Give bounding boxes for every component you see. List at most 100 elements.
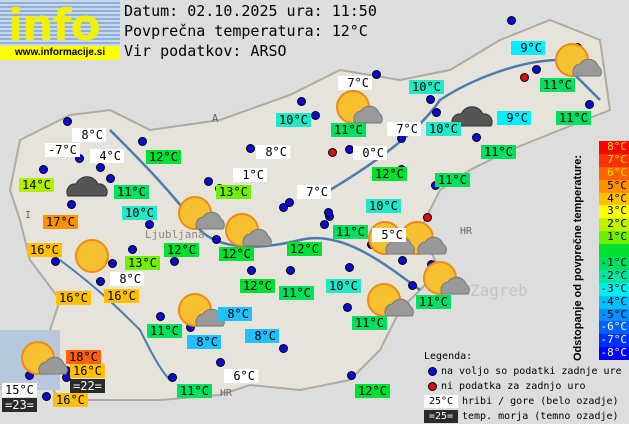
legend-title: Legenda:	[424, 351, 473, 362]
scale-step	[599, 244, 629, 258]
station-temp-label: 0°C	[353, 146, 387, 160]
station-temp-label: 10°C	[409, 80, 444, 94]
station-dot[interactable]	[246, 144, 255, 153]
scale-step: -1°C	[599, 257, 629, 270]
station-dot[interactable]	[247, 266, 256, 275]
station-temp-label: 4°C	[90, 149, 124, 163]
station-temp-label: 17°C	[43, 215, 78, 229]
station-temp-label: 11°C	[416, 295, 451, 309]
station-dot[interactable]	[216, 358, 225, 367]
logo[interactable]: info www.informacije.si	[0, 0, 120, 60]
legend-mountain: hribi / gore (belo ozadje)	[462, 396, 619, 407]
sun-cloud-icon	[21, 341, 68, 375]
scale-step: -2°C	[599, 269, 629, 283]
station-temp-label: 16°C	[27, 243, 62, 257]
red-dot-icon	[428, 382, 437, 391]
station-temp-label: 11°C	[177, 384, 212, 398]
station-dot[interactable]	[204, 177, 213, 186]
station-dot[interactable]	[286, 266, 295, 275]
river-drava	[329, 58, 601, 192]
station-dot[interactable]	[408, 281, 417, 290]
station-dot[interactable]	[96, 277, 105, 286]
station-temp-label: 13°C	[216, 185, 251, 199]
avg-temp-line: Povprečna temperatura: 12°C	[124, 22, 368, 40]
station-dot[interactable]	[372, 70, 381, 79]
sun-icon	[75, 239, 109, 273]
station-temp-label: 7°C	[297, 185, 331, 199]
station-temp-label: 11°C	[481, 145, 516, 159]
station-dot[interactable]	[324, 208, 333, 217]
station-dot[interactable]	[63, 117, 72, 126]
station-temp-label: 11°C	[147, 324, 182, 338]
station-dot[interactable]	[168, 373, 177, 382]
station-missing-dot[interactable]	[520, 73, 529, 82]
station-temp-label: 8°C	[245, 329, 279, 343]
sun-cloud-icon	[423, 261, 470, 295]
dark-cloud-icon	[66, 176, 108, 197]
station-temp-label: 16°C	[53, 393, 88, 407]
station-dot[interactable]	[145, 220, 154, 229]
scale-step: 6°C	[599, 166, 629, 180]
ljubljana-label: Ljubljana	[145, 228, 205, 241]
sun-cloud-icon	[336, 90, 383, 124]
station-temp-label: 16°C	[104, 289, 139, 303]
station-temp-label: 7°C	[338, 76, 372, 90]
station-dot[interactable]	[170, 257, 179, 266]
river-sava-lower	[299, 236, 421, 292]
station-dot[interactable]	[106, 174, 115, 183]
station-temp-label: 18°C	[66, 350, 101, 364]
station-dot[interactable]	[532, 65, 541, 74]
station-temp-label: 7°C	[387, 122, 421, 136]
sun-cloud-icon	[367, 283, 414, 317]
station-dot[interactable]	[320, 220, 329, 229]
mountain-sample: 25°C	[424, 395, 458, 408]
station-dot[interactable]	[96, 163, 105, 172]
station-temp-label: 8°C	[218, 307, 252, 321]
station-temp-label: 12°C	[240, 279, 275, 293]
station-dot[interactable]	[279, 203, 288, 212]
station-dot[interactable]	[347, 371, 356, 380]
station-dot[interactable]	[585, 100, 594, 109]
station-dot[interactable]	[67, 200, 76, 209]
station-dot[interactable]	[507, 16, 516, 25]
scale-step: -3°C	[599, 282, 629, 296]
station-temp-label: 11°C	[114, 185, 149, 199]
station-temp-label: 6°C	[224, 369, 258, 383]
station-dot[interactable]	[285, 198, 294, 207]
station-missing-dot[interactable]	[423, 213, 432, 222]
station-temp-label: 9°C	[497, 111, 531, 125]
station-dot[interactable]	[212, 235, 221, 244]
station-temp-label: 12°C	[355, 384, 390, 398]
station-dot[interactable]	[432, 108, 441, 117]
station-dot[interactable]	[138, 137, 147, 146]
station-temp-label: 11°C	[435, 173, 470, 187]
station-temp-label: 10°C	[122, 206, 157, 220]
station-dot[interactable]	[156, 312, 165, 321]
station-dot[interactable]	[472, 133, 481, 142]
station-temp-label: 8°C	[256, 145, 290, 159]
station-dot[interactable]	[311, 111, 320, 120]
station-dot[interactable]	[297, 97, 306, 106]
station-dot[interactable]	[426, 95, 435, 104]
station-dot[interactable]	[51, 257, 60, 266]
legend-available: na voljo so podatki zadnje ure	[441, 366, 622, 377]
station-dot[interactable]	[39, 165, 48, 174]
station-temp-label: 11°C	[556, 111, 591, 125]
scale-step: -8°C	[599, 347, 629, 361]
station-temp-label: 11°C	[331, 123, 366, 137]
station-temp-label: =22=	[70, 379, 105, 393]
station-dot[interactable]	[345, 263, 354, 272]
station-dot[interactable]	[343, 303, 352, 312]
station-dot[interactable]	[42, 392, 51, 401]
station-dot[interactable]	[279, 344, 288, 353]
logo-url[interactable]: www.informacije.si	[0, 46, 120, 60]
logo-word: info	[8, 0, 100, 46]
station-missing-dot[interactable]	[328, 148, 337, 157]
sun-cloud-icon	[225, 213, 272, 247]
station-dot[interactable]	[128, 245, 137, 254]
station-dot[interactable]	[398, 256, 407, 265]
station-temp-label: 9°C	[511, 41, 545, 55]
station-temp-label: 12°C	[146, 150, 181, 164]
dark-cloud-icon	[451, 106, 493, 127]
station-dot[interactable]	[108, 259, 117, 268]
